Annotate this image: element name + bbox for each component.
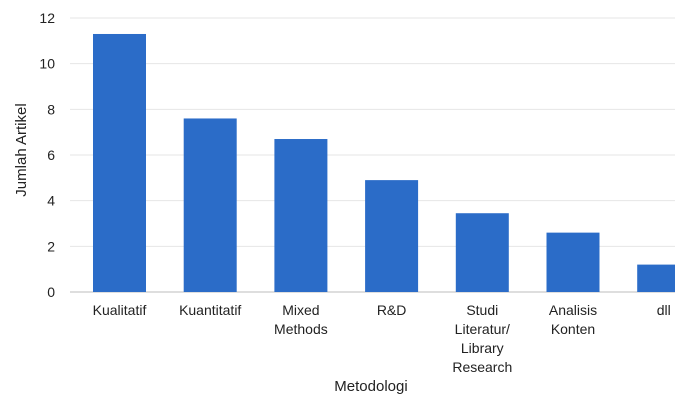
y-tick-label: 12 (39, 10, 55, 26)
y-tick-label: 8 (47, 101, 55, 117)
y-tick-label: 4 (47, 193, 55, 209)
x-tick-label: Studi Literatur/Library Research (452, 302, 512, 375)
y-tick-labels: 0 2 4 6 8 10 12 (39, 10, 55, 300)
bar (183, 118, 237, 292)
y-tick-label: 10 (39, 56, 55, 72)
x-tick-label: Mixed Methods (274, 302, 328, 337)
bar (637, 264, 675, 292)
x-tick-labels: Kualitatif Kuantitatif Mixed Methods R&D Stud… (93, 302, 671, 375)
x-axis-title: Metodologi (334, 378, 407, 395)
x-tick-label: R&D (377, 302, 407, 318)
bar (93, 33, 146, 292)
bars (93, 33, 675, 292)
bar (455, 213, 509, 292)
y-tick-label: 6 (47, 147, 55, 163)
bar (274, 139, 328, 292)
y-tick-label: 2 (47, 238, 55, 254)
y-axis-title: Jumlah Artikel (13, 103, 30, 196)
x-tick-label: Kuantitatif (179, 302, 241, 318)
x-tick-label: Analisis Konten (549, 302, 597, 337)
x-tick-label: Kualitatif (93, 302, 147, 318)
bar (546, 232, 600, 292)
bar (365, 180, 419, 292)
x-tick-label: dll (657, 302, 671, 318)
y-tick-label: 0 (47, 284, 55, 300)
